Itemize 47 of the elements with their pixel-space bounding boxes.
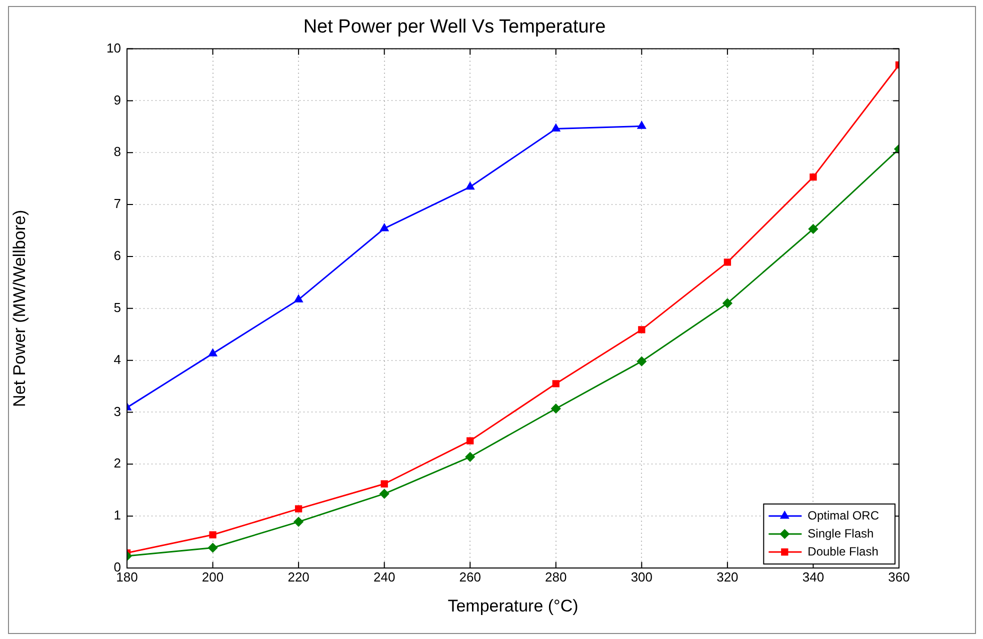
y-axis-title: Net Power (MW/Wellbore): [10, 210, 29, 407]
y-tick-label: 10: [106, 40, 121, 56]
point: [294, 294, 303, 302]
x-tick-label: 200: [202, 569, 224, 584]
y-tick-label: 3: [114, 404, 121, 419]
point: [208, 543, 218, 552]
point: [209, 531, 216, 538]
point: [208, 348, 217, 356]
point: [380, 480, 388, 488]
point: [636, 356, 646, 366]
x-tick-label: 300: [630, 569, 653, 584]
point: [638, 326, 646, 334]
y-tick-label: 7: [114, 196, 121, 212]
point: [380, 489, 390, 499]
chart-title: Net Power per Well Vs Temperature: [303, 16, 606, 38]
y-tick-label: 2: [114, 456, 121, 471]
y-tick-label: 1: [114, 508, 121, 523]
legend-label: Single Flash: [808, 526, 874, 540]
x-tick-label: 240: [373, 569, 396, 584]
legend-label: Optimal ORC: [808, 508, 880, 522]
point: [294, 517, 304, 527]
point: [466, 437, 474, 444]
point: [380, 224, 389, 232]
y-tick-label: 4: [114, 352, 121, 367]
point: [551, 404, 561, 414]
x-tick-label: 340: [802, 569, 824, 584]
y-tick-label: 9: [114, 92, 121, 108]
x-tick-label: 260: [459, 569, 481, 584]
point: [724, 258, 732, 266]
x-axis-title: Temperature (°C): [448, 596, 578, 616]
y-tick-label: 5: [114, 300, 121, 315]
point: [465, 452, 475, 462]
point: [294, 505, 302, 512]
y-tick-label: 6: [114, 248, 121, 264]
point: [722, 298, 732, 308]
x-tick-label: 360: [888, 569, 910, 584]
point: [808, 224, 818, 234]
x-tick-label: 220: [288, 569, 310, 584]
point: [466, 182, 474, 190]
x-tick-label: 320: [716, 569, 738, 584]
x-tick-label: 280: [545, 569, 567, 584]
point: [552, 124, 560, 132]
legend-label: Double Flash: [808, 544, 878, 558]
point: [637, 121, 646, 129]
y-tick-label: 8: [114, 144, 121, 160]
point: [810, 173, 817, 181]
point: [552, 380, 560, 388]
